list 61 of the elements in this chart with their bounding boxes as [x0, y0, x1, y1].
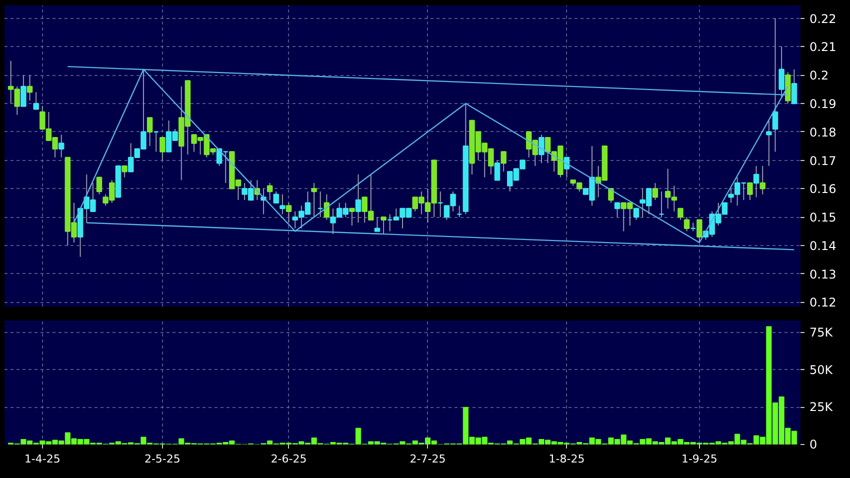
candlestick [696, 219, 702, 244]
candlestick [355, 174, 362, 224]
candlestick [494, 160, 500, 181]
y-tick-label: 25K [810, 400, 834, 414]
y-tick-label: 0.16 [810, 182, 836, 196]
x-tick-label: 1-9-25 [681, 452, 718, 466]
candlestick [766, 120, 772, 166]
candlestick [456, 205, 462, 218]
candlestick [778, 46, 784, 98]
y-tick-label: 0.12 [810, 296, 836, 310]
candlestick [160, 136, 166, 161]
candlestick [760, 165, 766, 195]
candlestick [684, 216, 690, 232]
candlestick [318, 190, 324, 218]
y-tick-label: 0.21 [810, 40, 836, 54]
y-tick-label: 0.14 [810, 238, 836, 253]
candlestick [678, 208, 684, 220]
candlestick [438, 190, 444, 218]
candlestick [58, 134, 64, 158]
candlestick [273, 190, 280, 204]
candlestick [380, 216, 386, 235]
x-tick-label: 2-7-25 [410, 452, 446, 466]
candlestick [614, 202, 620, 218]
candlestick [753, 165, 760, 198]
candlestick [772, 18, 778, 152]
candlestick [26, 74, 33, 102]
y-tick-label: 0.19 [810, 96, 836, 111]
candlestick [96, 176, 102, 195]
candlestick [500, 151, 506, 172]
x-tick-label: 2-5-25 [144, 452, 180, 466]
y-tick-label: 75K [810, 325, 834, 340]
candlestick [791, 68, 798, 104]
candlestick [374, 216, 380, 232]
candlestick [311, 182, 317, 218]
candlestick [652, 182, 658, 201]
candlestick [690, 222, 696, 232]
y-tick-label: 0.22 [810, 12, 836, 26]
candlestick [658, 190, 664, 218]
x-tick-label: 1-4-25 [24, 452, 60, 466]
x-tick-label: 1-8-25 [548, 452, 585, 466]
candlestick [146, 117, 153, 147]
y-tick-label: 0.2 [810, 68, 829, 83]
candlestick [122, 165, 128, 178]
y-tick-label: 0.18 [810, 125, 836, 140]
candlestick [280, 194, 286, 215]
candlestick [633, 208, 640, 220]
y-tick-label: 50K [810, 362, 834, 377]
candlestick [33, 92, 39, 110]
y-tick-label: 0 [810, 438, 818, 452]
candlestick [266, 182, 273, 201]
y-tick-label: 0.13 [810, 267, 836, 282]
candlestick [153, 131, 159, 152]
candlestick [349, 208, 355, 226]
x-tick-label: 2-6-25 [270, 452, 307, 466]
candlestick [747, 182, 753, 201]
candlestick [608, 188, 614, 204]
candlestick [20, 74, 26, 107]
y-tick-label: 0.17 [810, 154, 836, 168]
candlestick [538, 134, 544, 164]
candlestick [286, 202, 292, 224]
y-tick-label: 0.15 [810, 210, 836, 225]
